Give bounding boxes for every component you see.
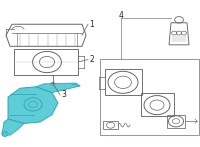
Text: 4: 4 xyxy=(119,11,124,20)
Bar xyxy=(100,59,199,135)
Circle shape xyxy=(51,82,55,86)
Polygon shape xyxy=(8,87,58,123)
Text: 3: 3 xyxy=(61,90,66,99)
Bar xyxy=(103,121,118,129)
Polygon shape xyxy=(36,83,80,93)
Bar xyxy=(14,49,78,75)
Circle shape xyxy=(2,132,8,136)
Bar xyxy=(105,69,142,95)
Bar xyxy=(141,93,174,116)
Polygon shape xyxy=(2,119,24,135)
Text: 1: 1 xyxy=(89,20,94,29)
Bar xyxy=(167,115,185,128)
Text: 2: 2 xyxy=(89,55,94,64)
